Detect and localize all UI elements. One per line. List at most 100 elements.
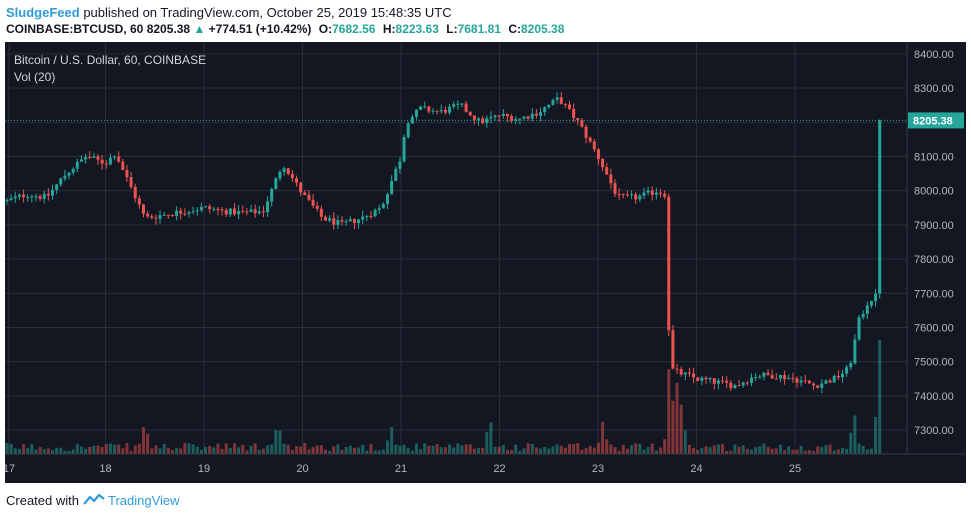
volume-bar [840,447,844,454]
volume-bar [237,447,241,454]
volume-bar [505,449,509,454]
candle-body [154,217,158,219]
candle-body [477,118,481,120]
candle-body [857,317,861,340]
volume-bar [576,443,580,454]
volume-bar [402,444,406,454]
volume-bar [154,445,158,454]
volume-bar [605,439,609,454]
candle-body [534,113,538,116]
candle-body [307,194,311,200]
candle-body [588,137,592,142]
candle-body [696,377,700,381]
candle-body [303,192,307,195]
volume-bar [642,449,646,454]
candle-body [725,380,729,383]
candle-body [22,194,26,198]
volume-bar [481,447,485,454]
volume-bar [34,449,38,454]
chart-area[interactable]: 8400.008300.008200.008100.008000.007900.… [5,42,966,483]
volume-bar [249,445,253,454]
volume-bar [59,447,63,454]
candle-body [468,111,472,116]
volume-bar [38,446,42,454]
volume-bar [696,449,700,454]
volume-bar [71,449,75,454]
volume-bar [278,430,282,454]
volume-bar [431,445,435,454]
volume-bar [46,448,50,454]
volume-bar [791,449,795,454]
candle-body [613,183,617,195]
volume-bar [30,444,34,454]
candle-body [282,168,286,172]
candle-body [820,383,824,388]
volume-bar [406,447,410,454]
candle-body [88,156,92,158]
volume-bar [485,431,489,454]
volume-bar [228,447,232,454]
last-price-tag [908,112,964,129]
candle-body [9,198,13,200]
candle-body [807,380,811,384]
volume-bar [654,450,658,454]
candle-body [658,192,662,194]
candle-body [315,205,319,209]
tradingview-link[interactable]: TradingView [83,493,180,508]
volume-bar [807,450,811,454]
tradingview-brand-text: TradingView [107,493,180,508]
author-name[interactable]: SludgeFeed [6,5,80,20]
candle-body [195,210,199,212]
candle-body [104,163,108,165]
candle-body [328,218,332,221]
grid-lines [5,42,907,454]
candle-body [125,170,129,178]
volume-bar [204,447,208,454]
candle-body [812,383,816,386]
volume-bar [26,448,30,454]
candle-body [381,203,385,209]
time-tick-label: 18 [99,463,111,475]
candle-body [394,168,398,181]
volume-bar [117,444,121,454]
candle-body [17,194,21,197]
volume-bar [708,447,712,454]
volume-bar [323,449,327,454]
candle-body [71,168,75,173]
volume-bar [617,450,621,454]
volume-bar [63,450,67,454]
time-axis[interactable]: 17 18 19 20 21 22 23 24 25 [5,463,801,475]
volume-bar [336,444,340,454]
candle-body [568,104,572,109]
volume-bar [721,443,725,454]
volume-bar [141,427,145,454]
candle-body [92,156,96,158]
candle-body [133,186,137,199]
candle-body [572,108,576,119]
candle-body [721,380,725,382]
volume-bar [460,445,464,454]
volume-bar [129,450,133,454]
volume-bar [261,448,265,454]
price-chart[interactable]: 8400.008300.008200.008100.008000.007900.… [5,42,966,483]
volume-bar [857,443,861,454]
published-text: published on TradingView.com, October 25… [83,5,452,20]
volume-bar [551,446,555,454]
volume-bar [456,443,460,454]
volume-bar [832,450,836,454]
candle-body [46,193,50,196]
volume-bar [762,443,766,454]
volume-bar [183,443,187,454]
candle-body [687,372,691,374]
candle-body [150,216,154,218]
volume-bar [716,444,720,454]
volume-bar [878,340,882,454]
volume-bar [522,448,526,454]
volume-bar [501,445,505,454]
candle-body [286,168,290,174]
volume-bar [489,422,493,454]
candle-body [63,175,67,179]
volume-bar [270,444,274,454]
price-tick-label: 8400.00 [914,49,954,61]
candle-body [758,376,762,378]
